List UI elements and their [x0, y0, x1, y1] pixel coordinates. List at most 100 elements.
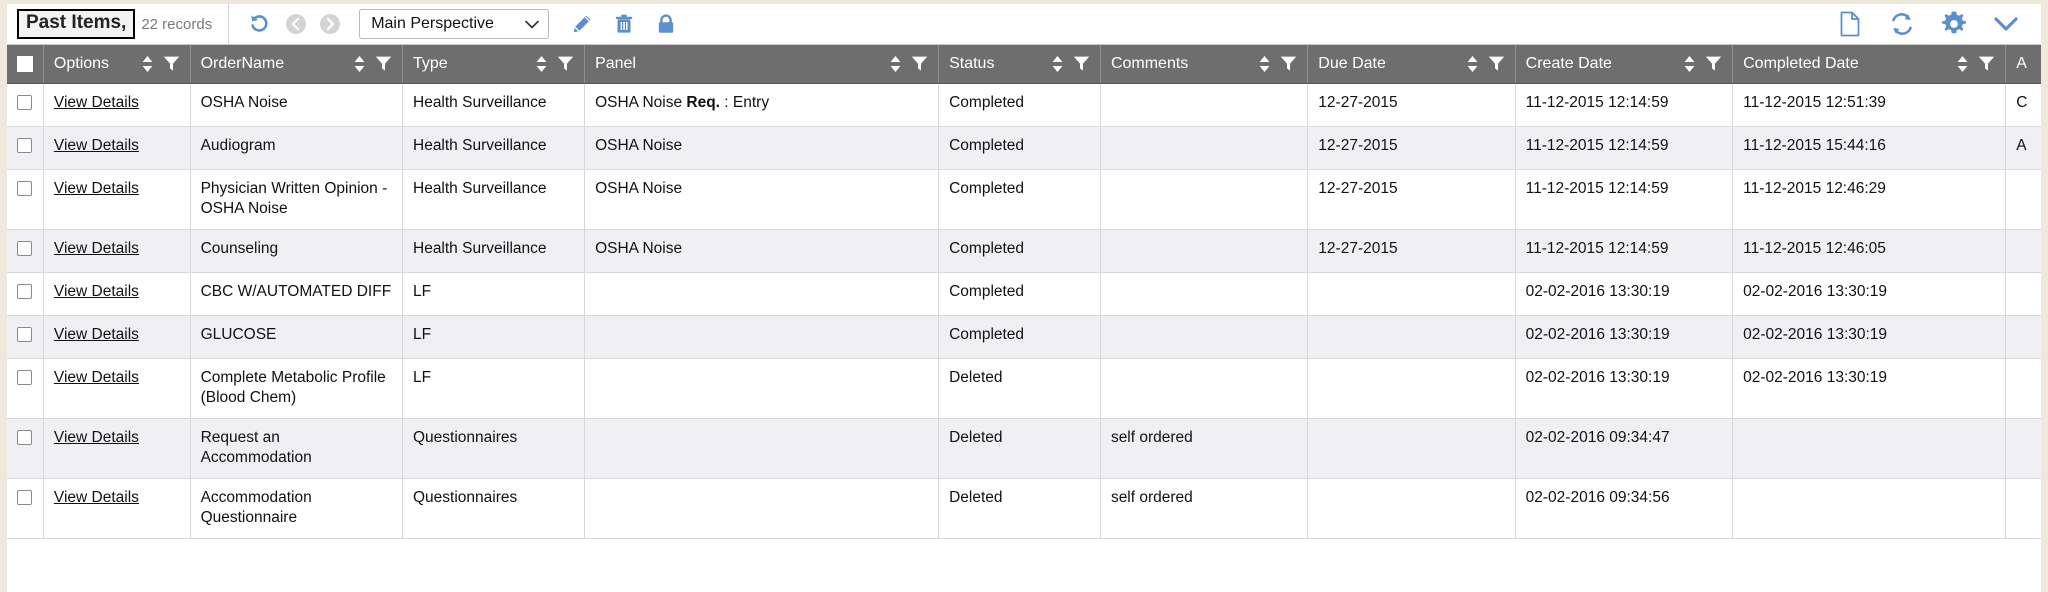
table-row[interactable]: View Details OSHA Noise Health Surveillanc…	[7, 83, 2041, 127]
filter-icon[interactable]	[375, 55, 392, 72]
filter-icon[interactable]	[1978, 55, 1995, 72]
view-details-link[interactable]: View Details	[53, 428, 139, 446]
filter-icon[interactable]	[1280, 55, 1297, 72]
select-all-header-cell[interactable]	[7, 45, 44, 84]
cell-options[interactable]: View Details	[43, 358, 191, 419]
chevron-down-icon[interactable]	[1991, 9, 2021, 39]
column-header-orderName[interactable]: OrderName	[190, 45, 404, 84]
gear-icon[interactable]	[1939, 9, 1969, 39]
column-header-extra[interactable]: A	[2005, 45, 2041, 84]
row-checkbox[interactable]	[17, 94, 33, 110]
row-checkbox[interactable]	[17, 429, 33, 445]
undo-icon[interactable]	[245, 9, 275, 39]
row-select-cell[interactable]	[7, 478, 44, 539]
pencil-icon[interactable]	[567, 9, 597, 39]
prev-arrow-icon[interactable]	[281, 9, 311, 39]
column-header-label-comments: Comments	[1110, 54, 1189, 72]
view-details-link[interactable]: View Details	[53, 93, 139, 111]
cell-extra	[2005, 272, 2041, 316]
view-details-link[interactable]: View Details	[53, 239, 139, 257]
table-row[interactable]: View Details Counseling Health Surveillanc…	[7, 229, 2041, 273]
row-select-cell[interactable]	[7, 418, 44, 479]
column-header-panel[interactable]: Panel	[584, 45, 940, 84]
row-select-cell[interactable]	[7, 229, 44, 273]
view-details-link[interactable]: View Details	[53, 368, 139, 386]
row-checkbox[interactable]	[17, 180, 33, 196]
sort-icon[interactable]	[1683, 55, 1696, 73]
cell-createDate: 02-02-2016 09:34:56	[1515, 478, 1734, 539]
column-header-options[interactable]: Options	[43, 45, 191, 84]
sort-icon[interactable]	[1258, 55, 1271, 73]
view-details-link[interactable]: View Details	[53, 325, 139, 343]
row-checkbox[interactable]	[17, 326, 33, 342]
next-arrow-icon[interactable]	[315, 9, 345, 39]
cell-orderName: CBC W/AUTOMATED DIFF	[190, 272, 404, 316]
cell-createDate: 02-02-2016 13:30:19	[1515, 315, 1734, 359]
sort-icon[interactable]	[889, 55, 902, 73]
cell-type: LF	[402, 358, 586, 419]
cell-options[interactable]: View Details	[43, 418, 191, 479]
sort-icon[interactable]	[1051, 55, 1064, 73]
table-row[interactable]: View Details Accommodation Questionnaire Q…	[7, 478, 2041, 539]
cell-options[interactable]: View Details	[43, 478, 191, 539]
sort-icon[interactable]	[535, 55, 548, 73]
view-details-link[interactable]: View Details	[53, 282, 139, 300]
table-row[interactable]: View Details Request an Accommodation Ques…	[7, 418, 2041, 479]
column-header-tools-status	[1051, 55, 1090, 73]
cell-options[interactable]: View Details	[43, 126, 191, 170]
sort-icon[interactable]	[1956, 55, 1969, 73]
document-icon[interactable]	[1835, 9, 1865, 39]
cell-type: Health Surveillance	[402, 126, 586, 170]
filter-icon[interactable]	[911, 55, 928, 72]
cell-options[interactable]: View Details	[43, 83, 191, 127]
table-row[interactable]: View Details CBC W/AUTOMATED DIFF LF Comple…	[7, 272, 2041, 316]
column-header-createDate[interactable]: Create Date	[1515, 45, 1734, 84]
row-select-cell[interactable]	[7, 83, 44, 127]
row-checkbox[interactable]	[17, 283, 33, 299]
row-checkbox[interactable]	[17, 369, 33, 385]
grid-scroll-container[interactable]: Options OrderName Type Panel Status Comments D…	[7, 45, 2041, 539]
cell-options[interactable]: View Details	[43, 229, 191, 273]
sort-icon[interactable]	[141, 55, 154, 73]
row-checkbox[interactable]	[17, 137, 33, 153]
column-header-type[interactable]: Type	[402, 45, 586, 84]
sort-icon[interactable]	[1466, 55, 1479, 73]
view-details-link[interactable]: View Details	[53, 179, 139, 197]
filter-icon[interactable]	[557, 55, 574, 72]
toolbar: Past Items, 22 records	[7, 0, 2041, 45]
view-details-link[interactable]: View Details	[53, 136, 139, 154]
row-select-cell[interactable]	[7, 169, 44, 230]
cell-options[interactable]: View Details	[43, 315, 191, 359]
chevron-down-icon	[525, 18, 540, 31]
filter-icon[interactable]	[1073, 55, 1090, 72]
filter-icon[interactable]	[163, 55, 180, 72]
table-row[interactable]: View Details Physician Written Opinion - …	[7, 169, 2041, 230]
row-select-cell[interactable]	[7, 358, 44, 419]
row-checkbox[interactable]	[17, 489, 33, 505]
row-select-cell[interactable]	[7, 126, 44, 170]
cell-options[interactable]: View Details	[43, 272, 191, 316]
column-header-completedDate[interactable]: Completed Date	[1732, 45, 2007, 84]
column-header-status[interactable]: Status	[938, 45, 1101, 84]
row-select-cell[interactable]	[7, 315, 44, 359]
filter-icon[interactable]	[1705, 55, 1722, 72]
row-checkbox[interactable]	[17, 240, 33, 256]
perspective-select[interactable]: Main Perspective	[359, 9, 550, 39]
cell-comments	[1100, 358, 1309, 419]
lock-icon[interactable]	[651, 9, 681, 39]
table-row[interactable]: View Details Complete Metabolic Profile (…	[7, 358, 2041, 419]
filter-icon[interactable]	[1488, 55, 1505, 72]
table-row[interactable]: View Details GLUCOSE LF Completed 02-02-2016…	[7, 315, 2041, 359]
table-row[interactable]: View Details Audiogram Health Surveillance…	[7, 126, 2041, 170]
trash-icon[interactable]	[609, 9, 639, 39]
column-header-dueDate[interactable]: Due Date	[1307, 45, 1516, 84]
select-all-checkbox[interactable]	[16, 55, 33, 72]
table-body: View Details OSHA Noise Health Surveillanc…	[7, 83, 2041, 539]
refresh-icon[interactable]	[1887, 9, 1917, 39]
view-details-link[interactable]: View Details	[53, 488, 139, 506]
cell-extra	[2005, 358, 2041, 419]
row-select-cell[interactable]	[7, 272, 44, 316]
sort-icon[interactable]	[353, 55, 366, 73]
column-header-comments[interactable]: Comments	[1100, 45, 1309, 84]
cell-options[interactable]: View Details	[43, 169, 191, 230]
